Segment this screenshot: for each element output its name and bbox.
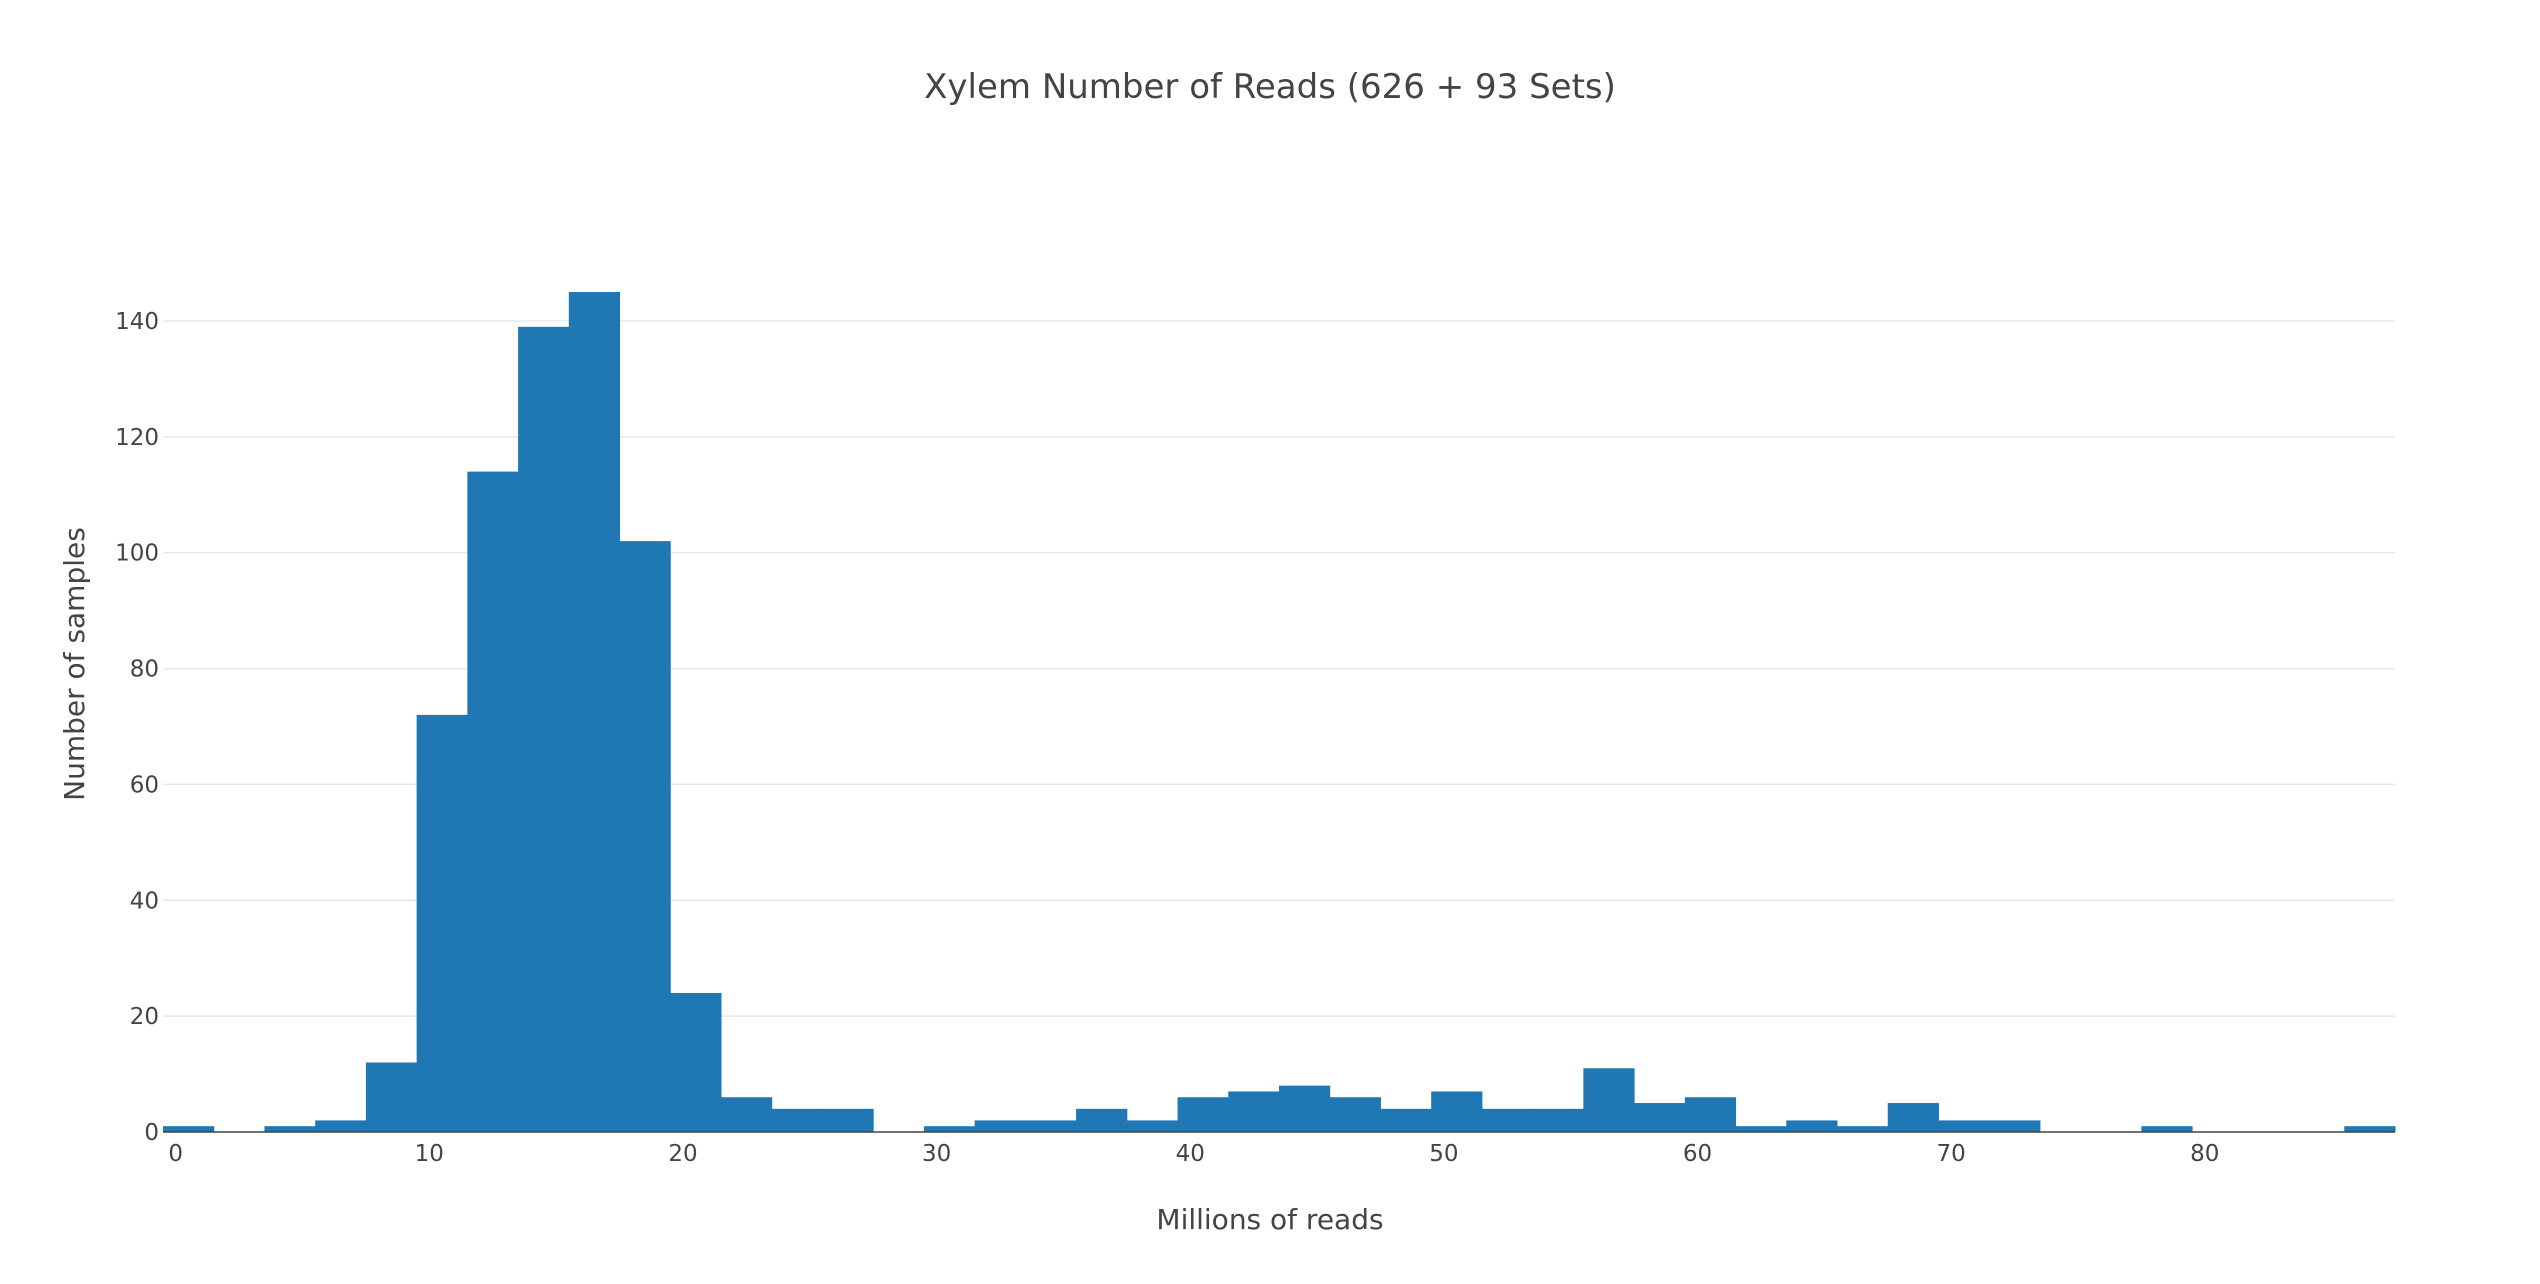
x-axis-title: Millions of reads [1156, 1203, 1383, 1236]
y-tick-label: 60 [130, 772, 159, 798]
histogram-bar [518, 326, 570, 1132]
histogram-bar [1431, 1091, 1483, 1132]
histogram-bar [163, 1126, 215, 1132]
histogram-bar [264, 1126, 316, 1132]
histogram-bar [416, 714, 468, 1132]
histogram-bar [1583, 1068, 1635, 1132]
x-tick-label: 0 [168, 1141, 183, 1167]
x-tick-label: 50 [1429, 1141, 1458, 1167]
histogram-bar [1989, 1120, 2041, 1132]
histogram-bar [619, 541, 671, 1132]
y-tick-label: 120 [115, 425, 159, 451]
histogram-bar [1532, 1108, 1584, 1132]
chart-title: Xylem Number of Reads (626 + 93 Sets) [924, 67, 1616, 107]
x-axis-ticks: 0 10 20 30 40 50 60 70 80 [168, 1141, 2219, 1167]
y-tick-label: 100 [115, 541, 159, 567]
histogram-bar [1634, 1103, 1686, 1132]
x-tick-label: 80 [2190, 1141, 2219, 1167]
histogram-bar [1329, 1097, 1381, 1132]
bars [163, 292, 2396, 1133]
histogram-bar [1025, 1120, 1077, 1132]
histogram-bar [721, 1097, 773, 1132]
histogram-bar [365, 1062, 418, 1132]
x-tick-label: 40 [1176, 1141, 1205, 1167]
histogram-bar [1481, 1108, 1534, 1132]
y-axis-ticks: 0 20 40 60 80 100 120 140 [115, 309, 159, 1146]
histogram-bar [315, 1120, 367, 1132]
histogram-bar [1837, 1126, 1889, 1132]
histogram-bar [1684, 1097, 1737, 1132]
y-tick-label: 140 [115, 309, 159, 335]
x-tick-label: 60 [1683, 1141, 1712, 1167]
histogram-bar [1126, 1120, 1179, 1132]
y-tick-label: 80 [130, 657, 159, 683]
histogram-bar [1735, 1126, 1787, 1132]
y-tick-label: 0 [144, 1120, 159, 1146]
histogram-bar [2344, 1126, 2396, 1132]
x-tick-label: 30 [922, 1141, 951, 1167]
x-tick-label: 20 [668, 1141, 697, 1167]
y-tick-label: 20 [130, 1004, 159, 1030]
y-tick-label: 40 [130, 888, 159, 914]
histogram-bar [822, 1108, 874, 1132]
histogram-bar [923, 1126, 976, 1132]
histogram-bar [1786, 1120, 1838, 1132]
histogram-bar [1228, 1091, 1280, 1132]
histogram-bar [1076, 1108, 1128, 1132]
histogram-bar [771, 1108, 823, 1132]
x-tick-label: 10 [415, 1141, 444, 1167]
histogram-bar [568, 292, 621, 1132]
x-tick-label: 70 [1936, 1141, 1965, 1167]
histogram-bar [1279, 1085, 1331, 1132]
y-axis-title: Number of samples [58, 527, 91, 801]
histogram-bar [2141, 1126, 2193, 1132]
histogram-bar [467, 471, 519, 1132]
histogram-bar [1177, 1097, 1229, 1132]
histogram-bar [974, 1120, 1026, 1132]
histogram-bar [1887, 1103, 1939, 1132]
histogram-bar [1380, 1108, 1432, 1132]
histogram-bar [1938, 1120, 1990, 1132]
histogram-bar [670, 992, 722, 1132]
